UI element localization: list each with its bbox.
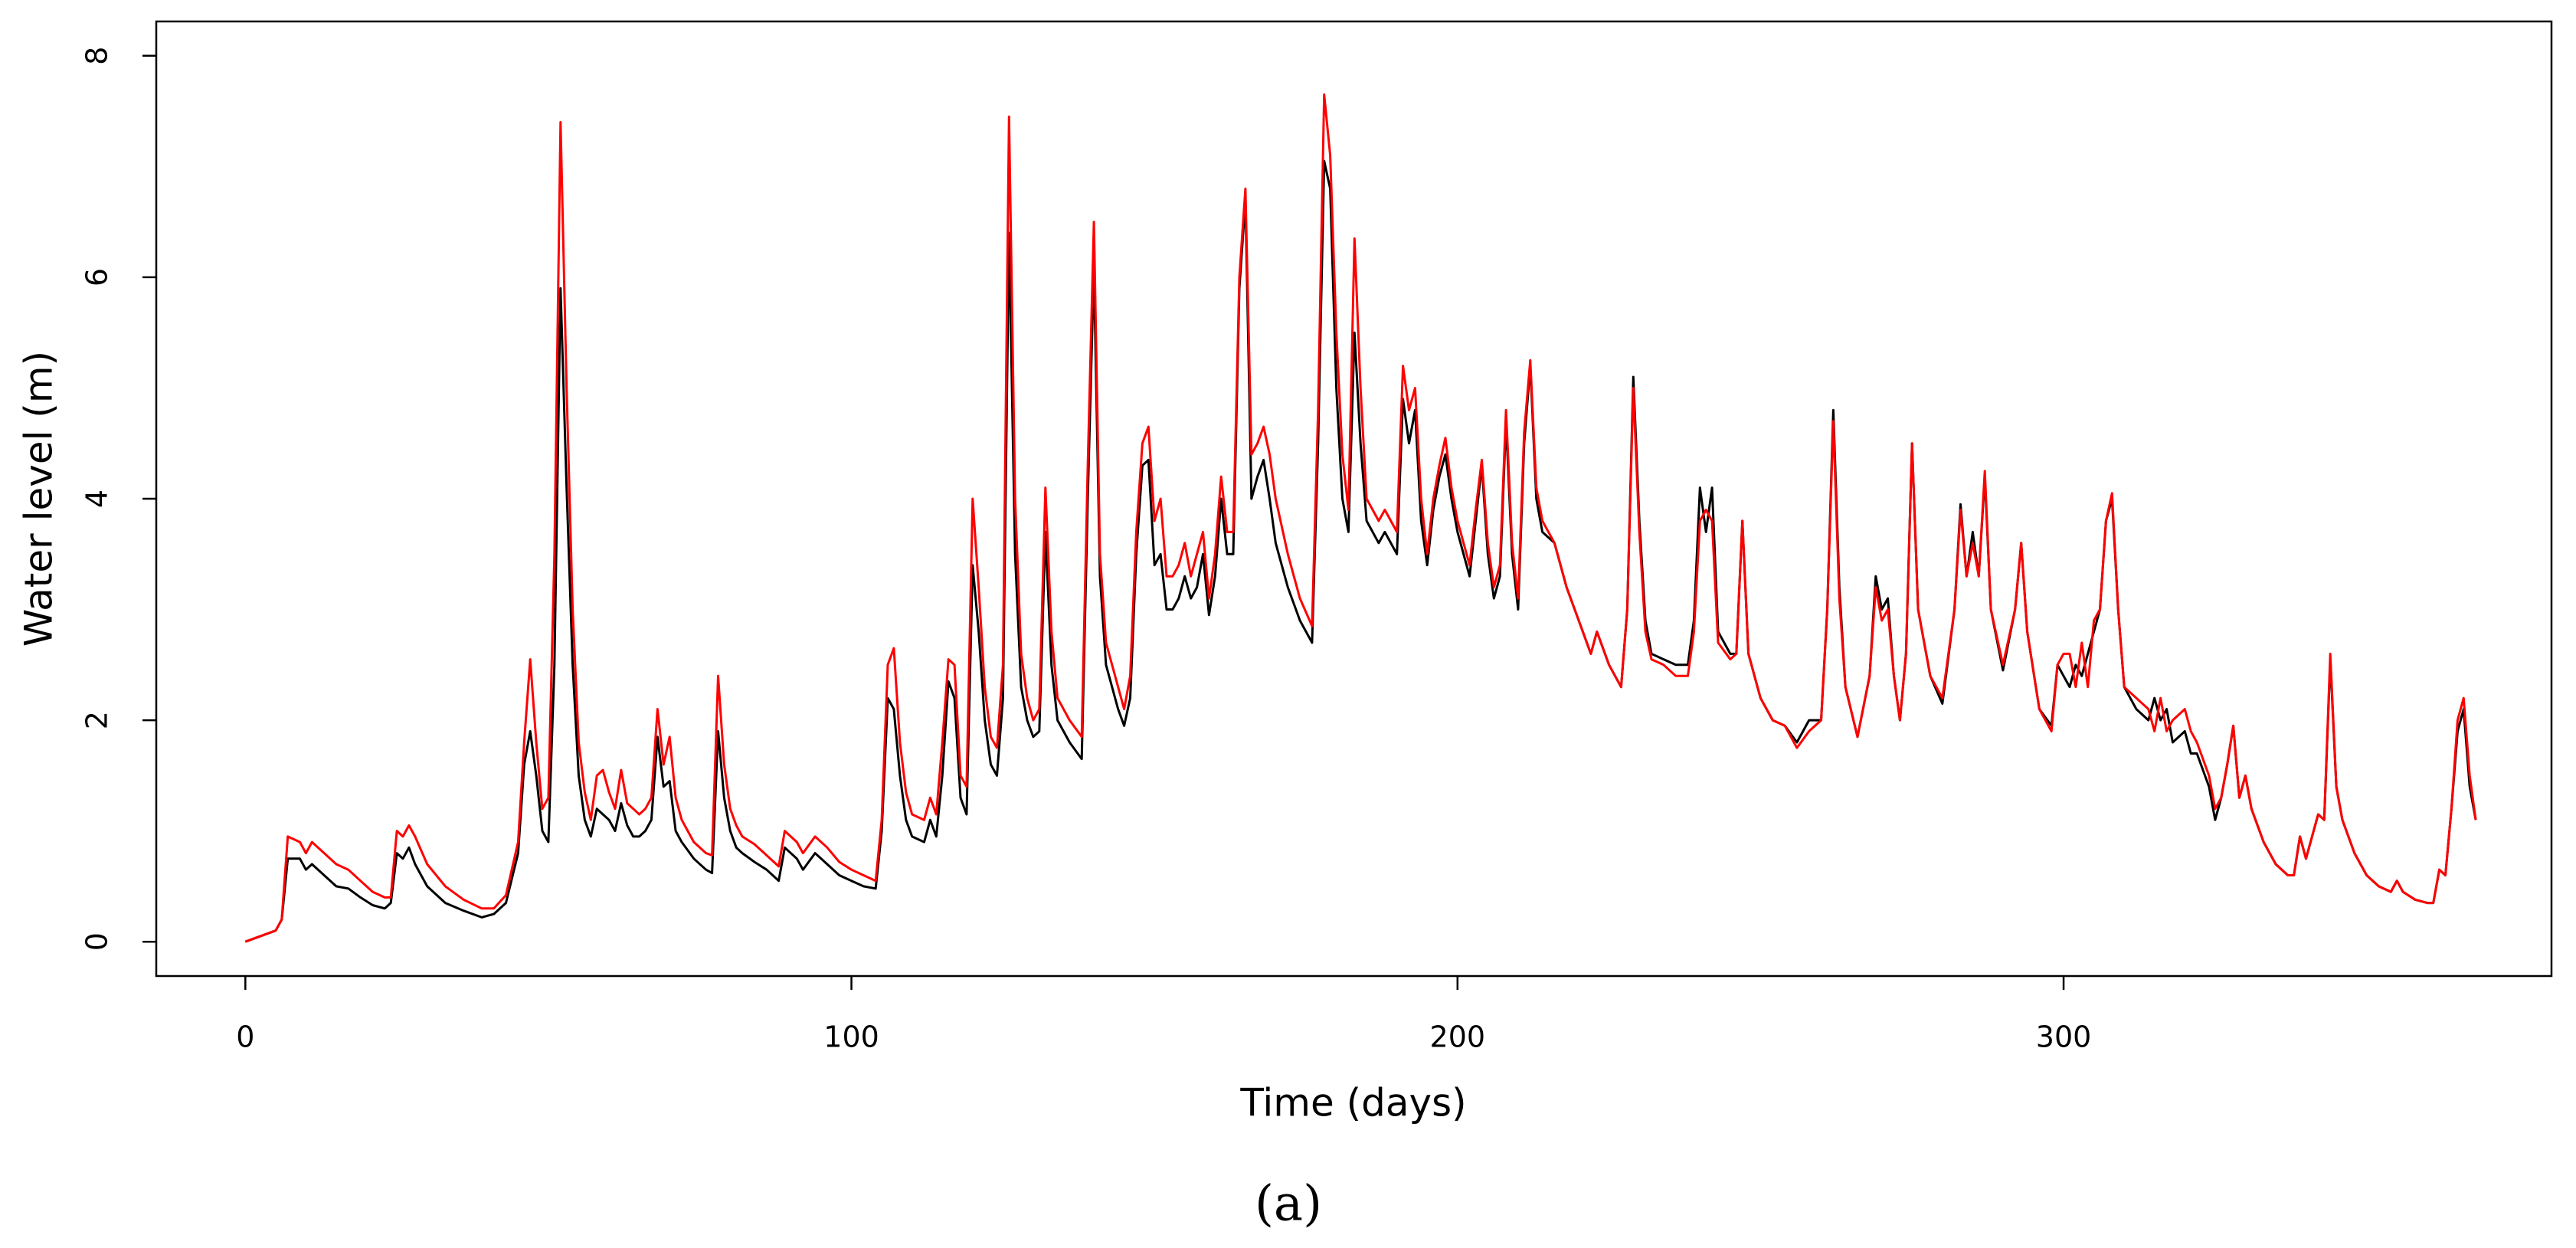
y-tick-label: 2 [80, 711, 114, 729]
y-tick-label: 4 [80, 490, 114, 508]
y-tick-label: 8 [80, 47, 114, 65]
x-axis-label: Time (days) [1239, 1081, 1466, 1125]
y-axis-label: Water level (m) [17, 351, 61, 647]
x-tick-label: 100 [823, 1020, 879, 1054]
caption: (a) [1255, 1176, 1322, 1233]
x-tick-label: 200 [1430, 1020, 1486, 1054]
plot-frame [155, 20, 2553, 978]
series-line [244, 159, 2477, 943]
y-tick-label: 6 [80, 268, 114, 287]
series-line [244, 93, 2477, 943]
x-tick-label: 0 [236, 1020, 254, 1054]
x-tick-label: 300 [2036, 1020, 2092, 1054]
y-tick-label: 0 [80, 932, 114, 951]
